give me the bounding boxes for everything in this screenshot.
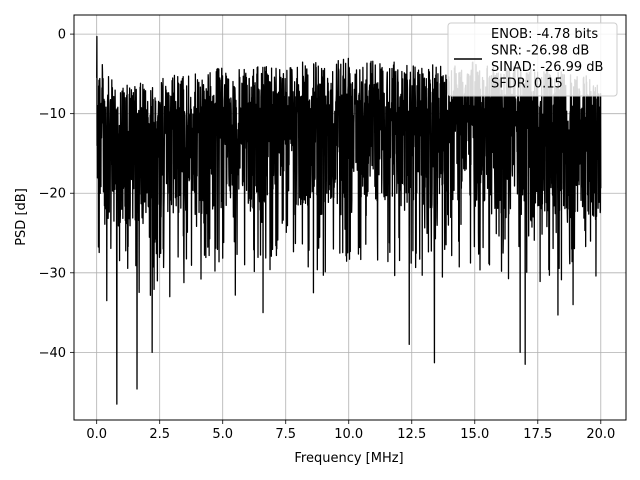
legend-entry: SNR: -26.98 dB — [491, 44, 589, 59]
y-tick-label: −20 — [39, 187, 66, 202]
x-tick-label: 10.0 — [334, 427, 363, 442]
x-tick-label: 20.0 — [586, 427, 615, 442]
legend-entry: ENOB: -4.78 bits — [491, 27, 598, 42]
x-tick-label: 7.5 — [275, 427, 296, 442]
plot-frame — [73, 14, 627, 421]
tick-layer: 0.0 2.5 5.0 7.5 10.0 12.5 15.0 17.5 20.0 0 −10 −20 −… — [39, 28, 616, 442]
x-tick-label: 12.5 — [397, 427, 426, 442]
legend-entry: SFDR: 0.15 — [491, 77, 563, 92]
y-tick-label: −40 — [39, 346, 66, 361]
x-tick-label: 15.0 — [460, 427, 489, 442]
x-tick-label: 17.5 — [523, 427, 552, 442]
x-tick-label: 0.0 — [86, 427, 107, 442]
y-tick-label: −30 — [39, 266, 66, 281]
legend-box — [447, 22, 618, 97]
data-layer — [96, 35, 602, 405]
y-axis-label: PSD [dB] — [14, 188, 29, 246]
y-tick-label: 0 — [58, 28, 66, 43]
y-tick-label: −10 — [39, 107, 66, 122]
x-tick-label: 2.5 — [149, 427, 170, 442]
x-axis-label: Frequency [MHz] — [294, 451, 403, 466]
psd-series-line — [96, 35, 602, 405]
x-tick-label: 5.0 — [212, 427, 233, 442]
legend-entry: SINAD: -26.99 dB — [491, 60, 603, 75]
